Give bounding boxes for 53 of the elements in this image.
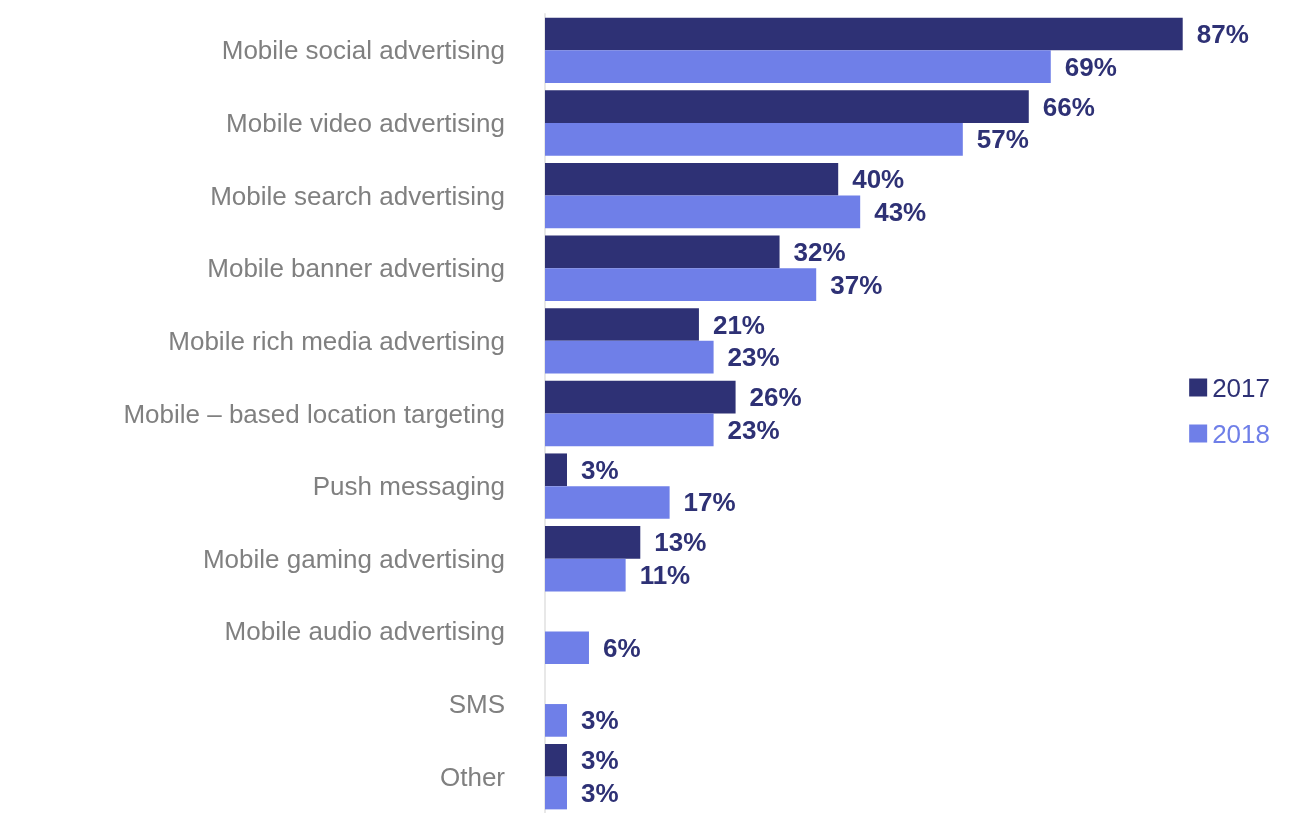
y-tick-label: Push messaging [312, 471, 505, 502]
y-tick-label: Mobile video advertising [226, 107, 505, 138]
data-label: 6% [602, 632, 641, 663]
data-label: 13% [654, 527, 707, 558]
bar [545, 162, 839, 196]
bar [545, 122, 963, 156]
bar [545, 453, 567, 487]
bar [545, 413, 714, 447]
data-label: 23% [727, 342, 780, 373]
bar [545, 631, 589, 665]
y-tick-label: Mobile banner advertising [207, 253, 505, 284]
bar [545, 50, 1051, 83]
bar [545, 308, 699, 341]
data-label: 26% [749, 382, 802, 413]
y-tick-label: Mobile – based location targeting [123, 398, 505, 429]
bar [545, 776, 567, 810]
bar [545, 17, 1183, 51]
data-label: 3% [580, 745, 619, 776]
bar [545, 526, 641, 559]
y-tick-label: Mobile rich media advertising [168, 325, 505, 356]
data-label: 23% [727, 414, 780, 445]
y-tick-label: Mobile search advertising [210, 180, 505, 211]
data-label: 32% [793, 236, 846, 267]
data-label: 3% [580, 778, 619, 809]
data-label: 3% [580, 705, 619, 736]
bar [545, 90, 1029, 123]
bar [545, 340, 714, 374]
legend-label: 2018 [1212, 418, 1270, 449]
bar [545, 744, 567, 777]
bar [545, 486, 670, 519]
data-label: 11% [639, 560, 691, 591]
data-label: 21% [712, 309, 765, 340]
y-tick-label: Mobile audio advertising [224, 616, 505, 647]
bar [545, 195, 861, 229]
y-tick-label: Other [439, 761, 506, 792]
data-label: 69% [1064, 51, 1117, 82]
bar [545, 558, 626, 592]
bar [545, 268, 817, 301]
legend-label: 2017 [1212, 372, 1270, 403]
y-tick-label: Mobile social advertising [221, 35, 505, 66]
data-label: 66% [1042, 91, 1095, 122]
data-label: 87% [1196, 18, 1249, 49]
data-label: 17% [683, 487, 736, 518]
data-label: 40% [852, 164, 905, 195]
bar [545, 235, 780, 269]
data-label: 3% [580, 454, 619, 485]
data-label: 57% [976, 124, 1029, 155]
y-tick-label: Mobile gaming advertising [202, 543, 505, 574]
y-tick-label: SMS [448, 689, 505, 720]
bar [545, 380, 736, 414]
bar [545, 704, 567, 737]
data-label: 43% [874, 196, 927, 227]
data-label: 37% [830, 269, 883, 300]
